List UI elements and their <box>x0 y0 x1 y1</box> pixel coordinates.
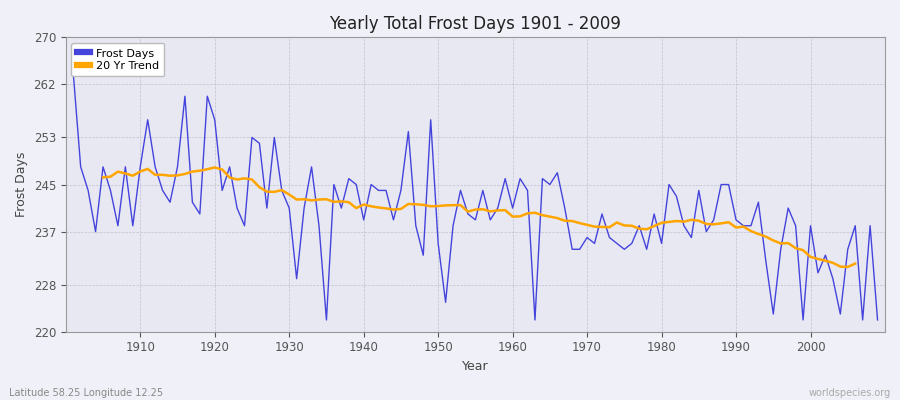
Line: 20 Yr Trend: 20 Yr Trend <box>103 168 855 267</box>
Frost Days <box>515 176 526 181</box>
Frost Days <box>292 276 302 281</box>
Text: worldspecies.org: worldspecies.org <box>809 388 891 398</box>
Frost Days <box>508 206 518 210</box>
20 Yr Trend <box>850 261 860 266</box>
Frost Days <box>344 176 355 181</box>
Legend: Frost Days, 20 Yr Trend: Frost Days, 20 Yr Trend <box>71 43 165 76</box>
20 Yr Trend <box>634 226 644 231</box>
20 Yr Trend <box>842 264 853 269</box>
Frost Days <box>604 235 615 240</box>
Frost Days <box>68 70 78 75</box>
Y-axis label: Frost Days: Frost Days <box>15 152 28 217</box>
20 Yr Trend <box>753 232 764 236</box>
20 Yr Trend <box>97 175 108 180</box>
Frost Days <box>128 223 139 228</box>
Title: Yearly Total Frost Days 1901 - 2009: Yearly Total Frost Days 1901 - 2009 <box>329 15 621 33</box>
X-axis label: Year: Year <box>462 360 489 373</box>
20 Yr Trend <box>269 190 280 194</box>
20 Yr Trend <box>210 165 220 170</box>
20 Yr Trend <box>693 218 704 223</box>
Frost Days <box>321 318 332 322</box>
Frost Days <box>872 318 883 322</box>
20 Yr Trend <box>447 203 458 208</box>
Text: Latitude 58.25 Longitude 12.25: Latitude 58.25 Longitude 12.25 <box>9 388 163 398</box>
20 Yr Trend <box>247 177 257 182</box>
Line: Frost Days: Frost Days <box>73 73 878 320</box>
